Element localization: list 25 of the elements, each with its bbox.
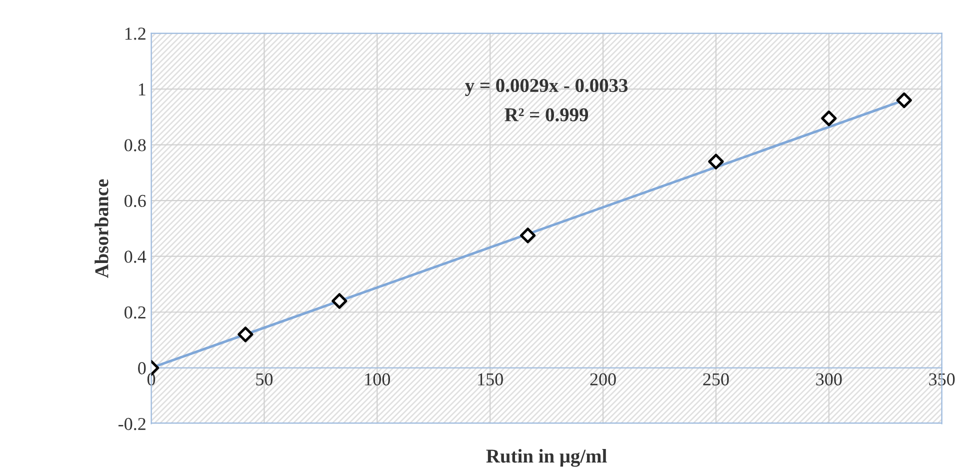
point — [238, 326, 254, 342]
x-tick-label: 250 — [703, 373, 729, 386]
point — [708, 154, 724, 170]
y-tick-label: 0.8 — [124, 139, 146, 152]
x-tick-label: 150 — [478, 373, 503, 386]
y-tick-label: 0.6 — [124, 194, 146, 208]
annotation: y = 0.0029x - 0.0033 — [465, 78, 628, 96]
point — [896, 92, 912, 108]
x-tick-label: 50 — [256, 373, 273, 386]
y-tick-label: 1 — [138, 83, 146, 96]
point — [520, 228, 536, 244]
y-tick-label: 0.2 — [124, 306, 146, 319]
y-tick-label: -0.2 — [118, 418, 146, 430]
x-tick-label: 200 — [590, 373, 616, 386]
point — [821, 110, 837, 126]
x-tick-label: 350 — [929, 373, 955, 386]
y-tick-label: 0.4 — [124, 250, 146, 263]
point — [332, 293, 348, 309]
annotation: R² = 0.999 — [504, 108, 588, 122]
y-tick-label: 1.2 — [125, 28, 146, 40]
y-tick-label: 0 — [138, 362, 146, 374]
y-axis-title: Absorbance — [94, 179, 108, 278]
x-tick-label: 100 — [365, 373, 390, 386]
x-tick-label: 300 — [816, 373, 842, 386]
x-axis-title: Rutin in μg/ml — [486, 449, 607, 467]
